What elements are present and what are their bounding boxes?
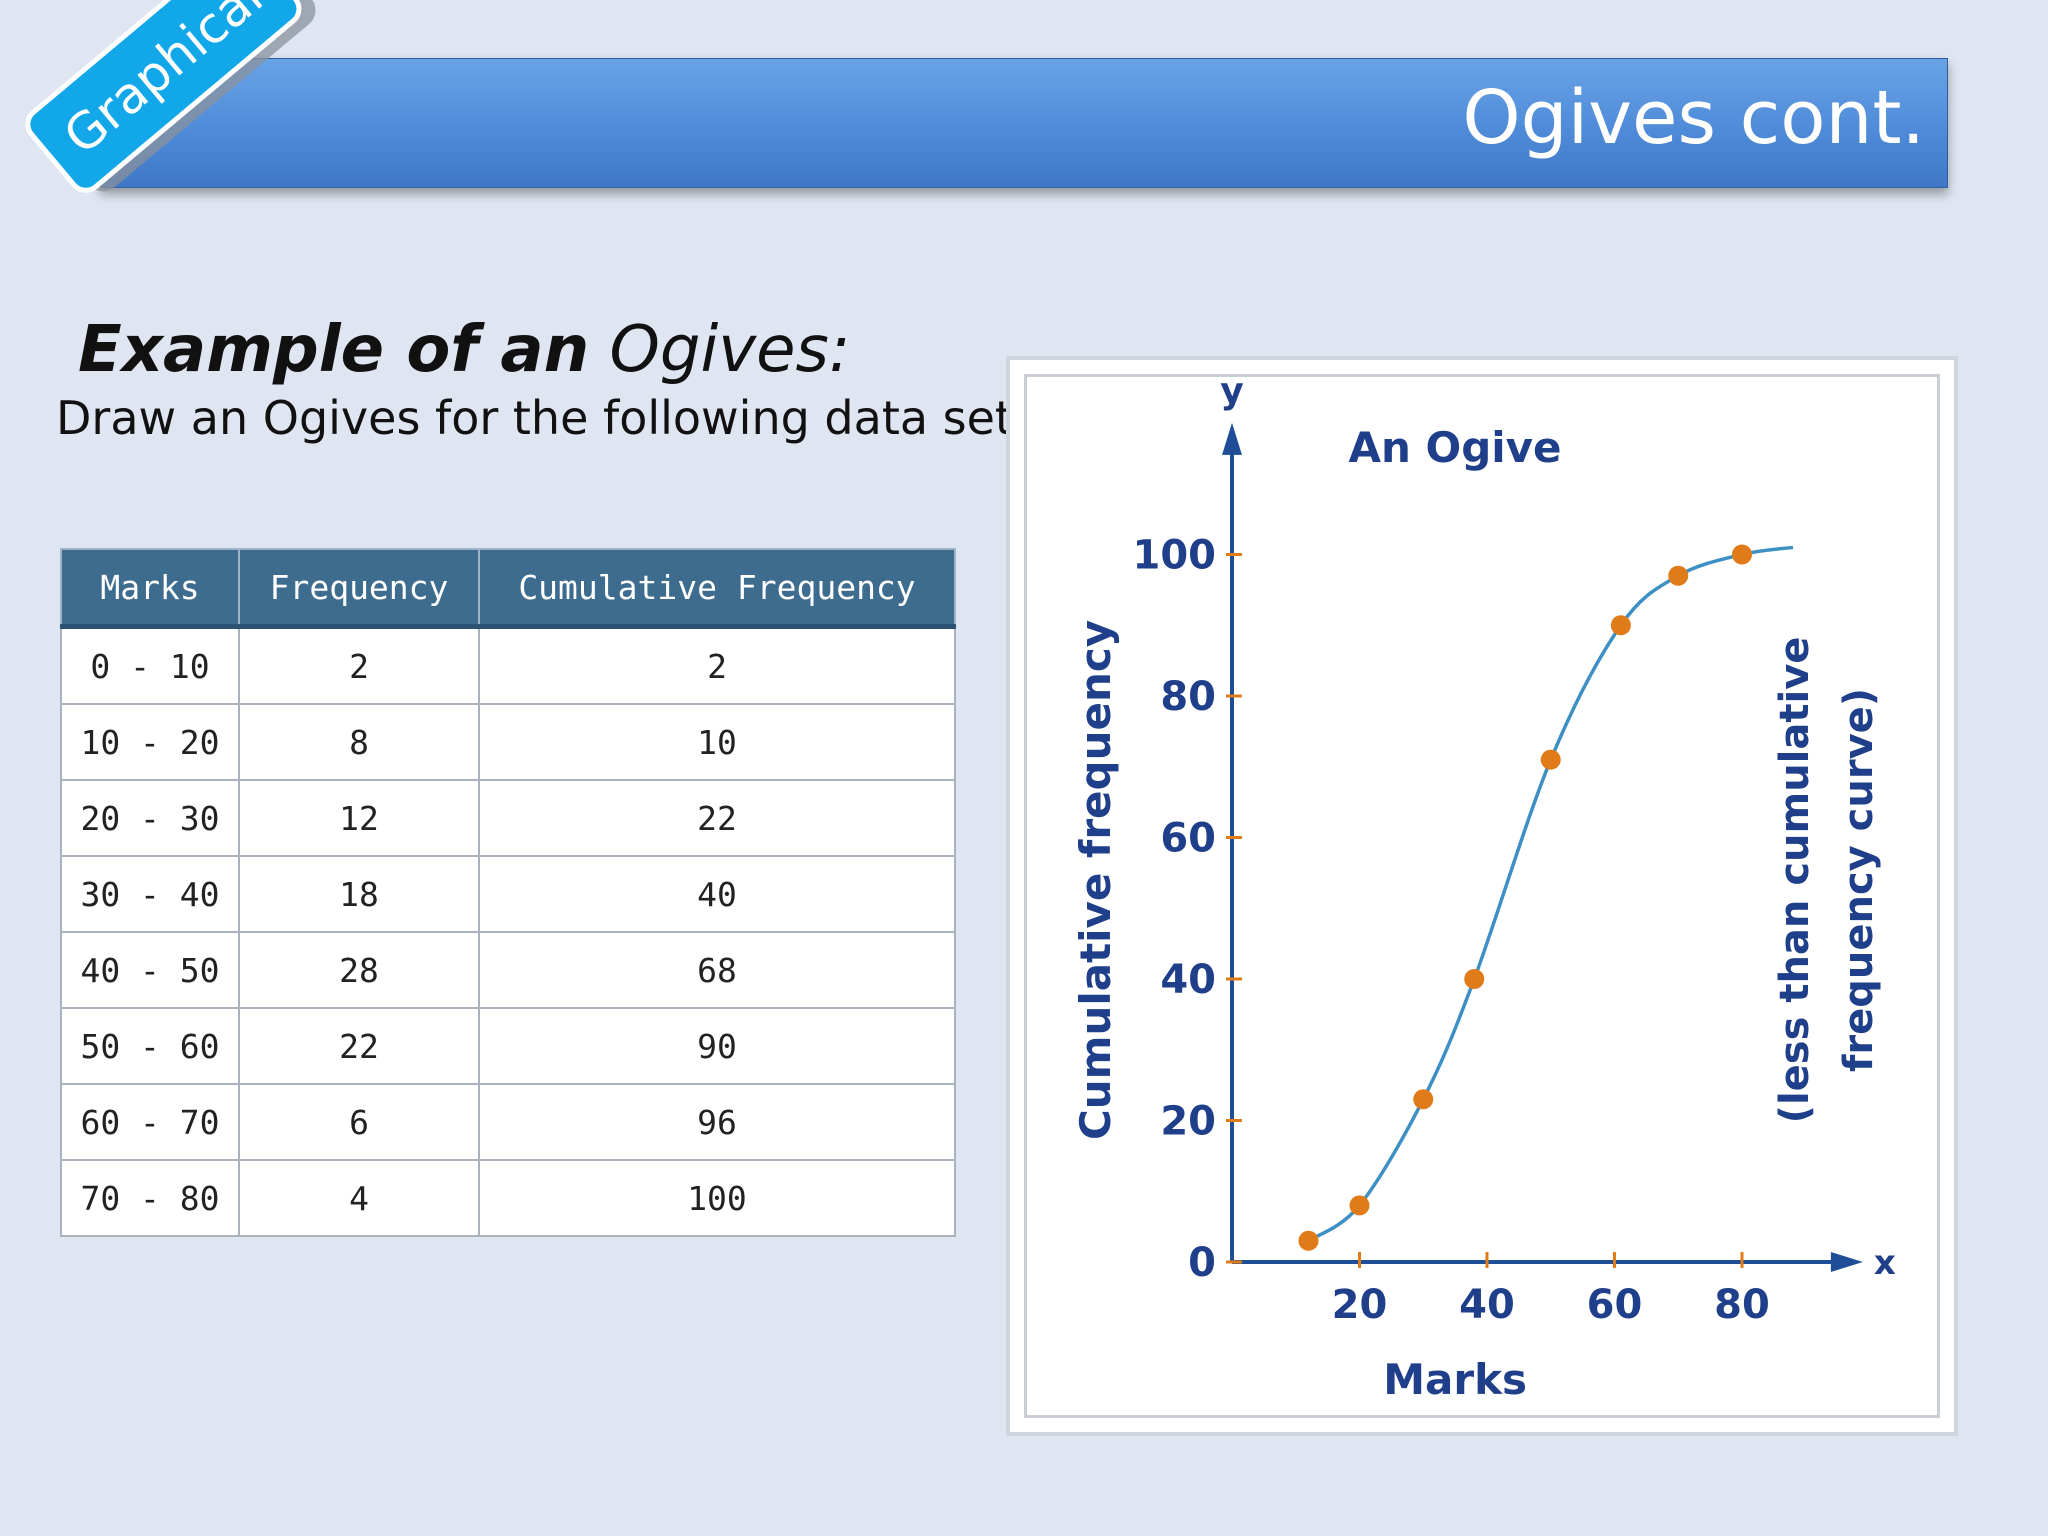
cell-marks: 10 - 20 [60, 703, 240, 781]
y-tick-label: 40 [1160, 957, 1216, 1003]
y-tick-label: 80 [1160, 674, 1216, 720]
data-point [1540, 749, 1561, 770]
frequency-table: Marks Frequency Cumulative Frequency 0 -… [60, 548, 956, 1237]
data-point [1298, 1230, 1319, 1251]
x-tick-label: 20 [1332, 1282, 1388, 1328]
cell-cumulative: 100 [478, 1159, 956, 1237]
cell-cumulative: 10 [478, 703, 956, 781]
header-frequency: Frequency [238, 548, 480, 629]
table-row: 40 - 50 28 68 [60, 931, 956, 1009]
cell-frequency: 28 [238, 931, 480, 1009]
x-axis-letter: x [1874, 1243, 1896, 1283]
side-label-line-2: frequency curve) [1836, 688, 1882, 1072]
y-tick-label: 20 [1160, 1099, 1216, 1145]
x-tick-label: 80 [1714, 1282, 1770, 1328]
data-point [1732, 544, 1752, 565]
cell-marks: 20 - 30 [60, 779, 240, 857]
table-row: 60 - 70 6 96 [60, 1083, 956, 1161]
table-row: 0 - 10 2 2 [60, 625, 956, 705]
cell-marks: 60 - 70 [60, 1083, 240, 1161]
data-point [1610, 615, 1631, 636]
cell-marks: 70 - 80 [60, 1159, 240, 1237]
cell-marks: 50 - 60 [60, 1007, 240, 1085]
data-point [1349, 1195, 1370, 1216]
data-point [1668, 565, 1689, 586]
table-row: 30 - 40 18 40 [60, 855, 956, 933]
side-label-line-1: (less than cumulative [1772, 637, 1818, 1124]
table-header-row: Marks Frequency Cumulative Frequency [60, 548, 956, 629]
x-tick-label: 60 [1587, 1282, 1643, 1328]
cell-cumulative: 90 [478, 1007, 956, 1085]
example-title-rest: Ogives: [609, 313, 851, 387]
cell-marks: 0 - 10 [60, 625, 240, 705]
page-title: Ogives cont. [1462, 75, 1925, 161]
table-row: 70 - 80 4 100 [60, 1159, 956, 1237]
cell-frequency: 12 [238, 779, 480, 857]
cell-cumulative: 68 [478, 931, 956, 1009]
header-bar: Ogives cont. [100, 58, 1948, 188]
cell-frequency: 4 [238, 1159, 480, 1237]
data-point [1413, 1089, 1434, 1110]
table-body: 0 - 10 2 2 10 - 20 8 10 20 - 30 12 22 30 - 40 18 40… [60, 625, 956, 1237]
cell-frequency: 18 [238, 855, 480, 933]
x-axis-label: Marks [1383, 1355, 1527, 1404]
cell-marks: 40 - 50 [60, 931, 240, 1009]
table-row: 20 - 30 12 22 [60, 779, 956, 857]
cell-frequency: 6 [238, 1083, 480, 1161]
cell-cumulative: 22 [478, 779, 956, 857]
cell-cumulative: 96 [478, 1083, 956, 1161]
x-axis-arrow [1830, 1252, 1863, 1272]
x-tick-label: 40 [1459, 1282, 1515, 1328]
header-marks: Marks [60, 548, 240, 629]
y-tick-label: 60 [1160, 816, 1216, 862]
chart-title: An Ogive [1348, 423, 1561, 472]
ogive-chart: x y 0 20 40 60 80 100 20 40 60 80 An Ogive Marks Cumul… [1071, 371, 1896, 1404]
cell-frequency: 8 [238, 703, 480, 781]
y-axis-arrow [1222, 422, 1242, 455]
y-tick-label: 0 [1188, 1240, 1216, 1286]
table-row: 50 - 60 22 90 [60, 1007, 956, 1085]
header-cumulative-frequency: Cumulative Frequency [478, 548, 956, 629]
ogive-curve [1307, 545, 1794, 1243]
chart-frame: x y 0 20 40 60 80 100 20 40 60 80 An Ogive Marks Cumul… [1006, 356, 1958, 1436]
cell-marks: 30 - 40 [60, 855, 240, 933]
chart-frame-inner [1024, 374, 1940, 1418]
cell-frequency: 22 [238, 1007, 480, 1085]
data-point [1464, 969, 1485, 989]
cell-cumulative: 2 [478, 625, 956, 705]
example-title: Example of an Ogives: [78, 318, 850, 382]
y-tick-label: 100 [1133, 533, 1217, 579]
cell-frequency: 2 [238, 625, 480, 705]
cell-cumulative: 40 [478, 855, 956, 933]
y-axis-label: Cumulative frequency [1071, 620, 1120, 1140]
y-axis-letter: y [1220, 371, 1243, 412]
table-row: 10 - 20 8 10 [60, 703, 956, 781]
instruction-text: Draw an Ogives for the following data se… [56, 391, 1029, 445]
example-title-bold: Example of an [78, 313, 590, 387]
